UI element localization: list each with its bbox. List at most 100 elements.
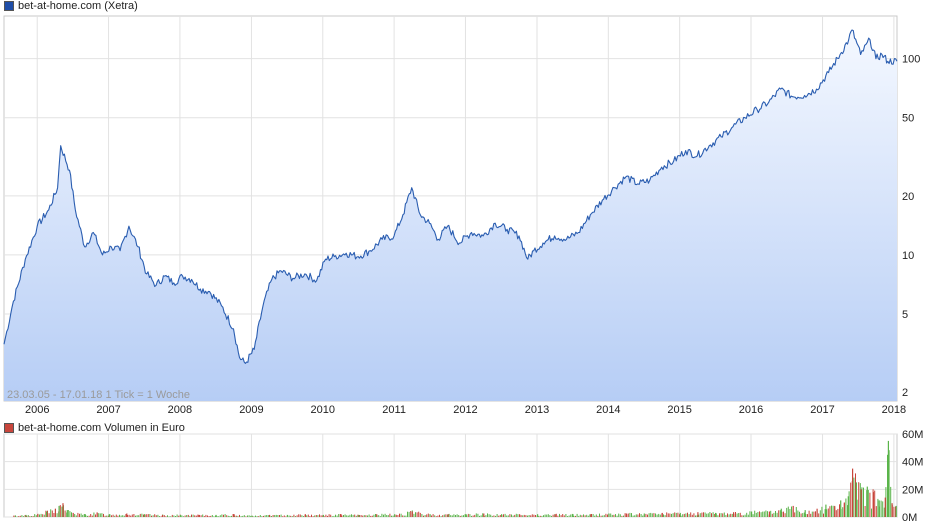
volume-bar: [507, 515, 509, 517]
volume-bar: [427, 513, 429, 517]
volume-bar: [728, 514, 730, 517]
volume-bar: [84, 514, 86, 517]
volume-bar: [613, 514, 615, 517]
volume-bar: [755, 512, 757, 517]
volume-bar: [199, 514, 200, 517]
volume-bar: [275, 514, 277, 517]
volume-bar: [447, 514, 449, 517]
volume-bar: [245, 516, 247, 517]
volume-bar: [459, 515, 461, 517]
volume-bar: [685, 513, 687, 517]
volume-bar: [768, 511, 770, 517]
volume-bar: [114, 515, 116, 517]
volume-bar: [495, 515, 496, 517]
volume-bar: [835, 510, 837, 517]
volume-bar: [679, 514, 680, 517]
volume-bar: [555, 513, 557, 517]
x-tick-label: 2016: [739, 404, 763, 416]
volume-bar: [173, 515, 175, 517]
volume-bar: [368, 514, 370, 517]
volume-bar: [77, 512, 79, 517]
volume-bar: [23, 516, 24, 517]
volume-bar: [256, 516, 258, 517]
volume-bar: [66, 510, 68, 517]
volume-bar: [397, 515, 399, 517]
volume-bar: [351, 514, 352, 517]
volume-bar: [235, 515, 237, 517]
volume-bar: [448, 513, 450, 517]
volume-bar: [632, 515, 634, 517]
volume-bar: [890, 486, 892, 517]
volume-bar: [637, 514, 639, 517]
volume-bar: [816, 508, 818, 517]
volume-bar: [197, 514, 199, 517]
volume-bar: [888, 450, 890, 517]
volume-bar: [117, 515, 119, 517]
price-area-fill: [4, 30, 897, 401]
volume-bar: [719, 513, 720, 517]
volume-bar: [266, 515, 268, 517]
volume-bar: [381, 513, 383, 517]
volume-y-tick-label: 0M: [902, 512, 917, 524]
volume-bar: [547, 514, 549, 517]
volume-bar: [848, 491, 850, 517]
volume-bar: [91, 515, 93, 517]
volume-bar: [825, 504, 827, 517]
volume-bar: [834, 505, 836, 517]
volume-bar: [727, 513, 728, 517]
volume-bar: [56, 513, 58, 517]
volume-bar: [227, 515, 229, 517]
volume-bar: [416, 512, 418, 517]
volume-bar: [453, 514, 455, 517]
volume-bar: [280, 514, 282, 517]
volume-bar: [126, 513, 128, 517]
x-tick-label: 2018: [882, 404, 906, 416]
volume-bar: [819, 510, 821, 517]
volume-bar: [751, 511, 753, 517]
volume-bar: [590, 514, 592, 517]
volume-bar: [621, 515, 623, 517]
volume-bar: [611, 514, 613, 517]
volume-bar: [789, 509, 791, 517]
volume-bar: [59, 505, 61, 517]
volume-bar: [333, 515, 335, 517]
volume-bar: [109, 514, 111, 517]
volume-bar: [706, 513, 708, 517]
volume-bar: [101, 513, 103, 517]
volume-bar: [69, 511, 71, 517]
volume-bar: [587, 515, 589, 517]
volume-bar: [461, 515, 463, 517]
volume-bar: [776, 512, 778, 517]
volume-bar: [411, 511, 413, 517]
volume-bar: [258, 516, 260, 517]
volume-bar: [576, 513, 578, 517]
volume-bar: [403, 515, 405, 517]
volume-bar: [279, 515, 280, 517]
volume-bar: [455, 515, 456, 517]
volume-bar: [570, 514, 572, 517]
volume-bar: [839, 504, 840, 517]
volume-bar: [625, 513, 628, 517]
volume-bar: [743, 515, 744, 517]
volume-bar: [523, 514, 525, 517]
price-legend-label: bet-at-home.com (Xetra): [18, 0, 138, 12]
volume-bar: [872, 492, 874, 517]
volume-bar: [687, 512, 688, 517]
volume-bar: [154, 514, 156, 517]
volume-bar: [432, 514, 434, 517]
volume-bar: [672, 513, 674, 517]
volume-bar: [45, 510, 47, 517]
volume-bar: [631, 513, 632, 517]
volume-bar: [584, 515, 586, 517]
volume-bar: [72, 512, 74, 517]
volume-bar: [122, 515, 124, 517]
volume-bar: [304, 514, 306, 517]
volume-bar: [709, 512, 711, 517]
volume-bar: [267, 515, 269, 517]
volume-bar: [847, 496, 849, 518]
volume-bar: [237, 515, 239, 517]
volume-bar: [697, 512, 699, 517]
volume-bar: [671, 513, 672, 517]
volume-bar: [253, 516, 255, 517]
volume-bar: [794, 512, 796, 517]
